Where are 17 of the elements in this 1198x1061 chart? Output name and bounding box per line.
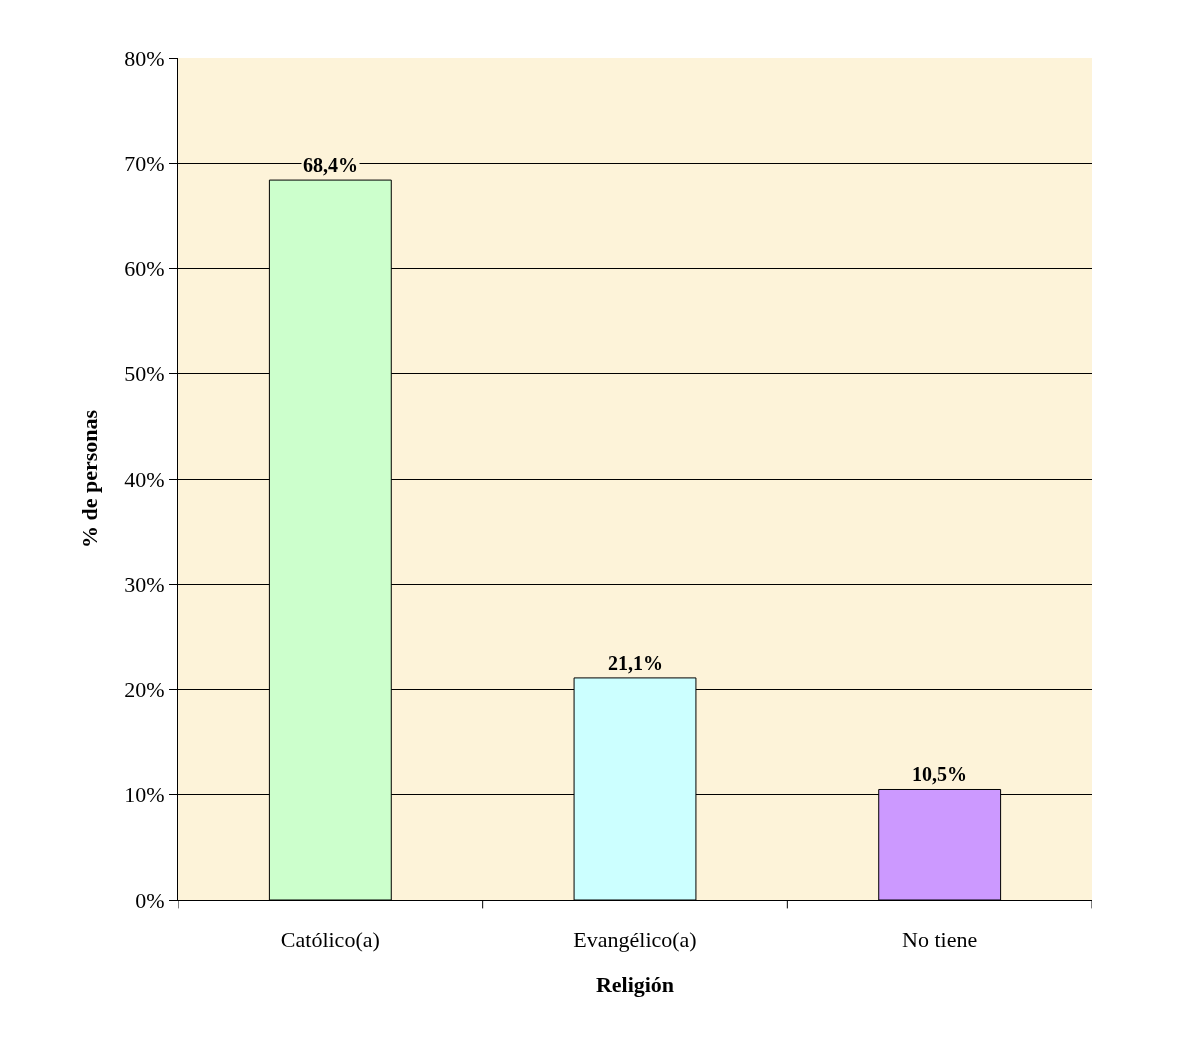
- x-tick-label: Católico(a): [280, 927, 380, 953]
- x-tick-label: No tiene: [902, 927, 978, 953]
- y-tick-label: 60%: [124, 256, 165, 282]
- x-tick-label: Evangélico(a): [573, 927, 697, 953]
- y-tick-label: 40%: [124, 466, 165, 492]
- y-tick-label: 50%: [124, 361, 165, 387]
- y-tick-label: 30%: [124, 571, 165, 597]
- data-label: 68,4%: [303, 154, 358, 176]
- x-axis-title: Religión: [595, 972, 675, 998]
- y-tick-label: 80%: [124, 45, 165, 71]
- data-label: 21,1%: [608, 652, 663, 674]
- y-tick-label: 20%: [124, 677, 165, 703]
- y-tick-label: 10%: [124, 782, 165, 808]
- y-tick-label: 0%: [135, 887, 165, 913]
- data-label: 10,5%: [912, 763, 967, 785]
- y-tick-label: 70%: [124, 150, 165, 176]
- y-axis-title: % de personas: [77, 409, 103, 549]
